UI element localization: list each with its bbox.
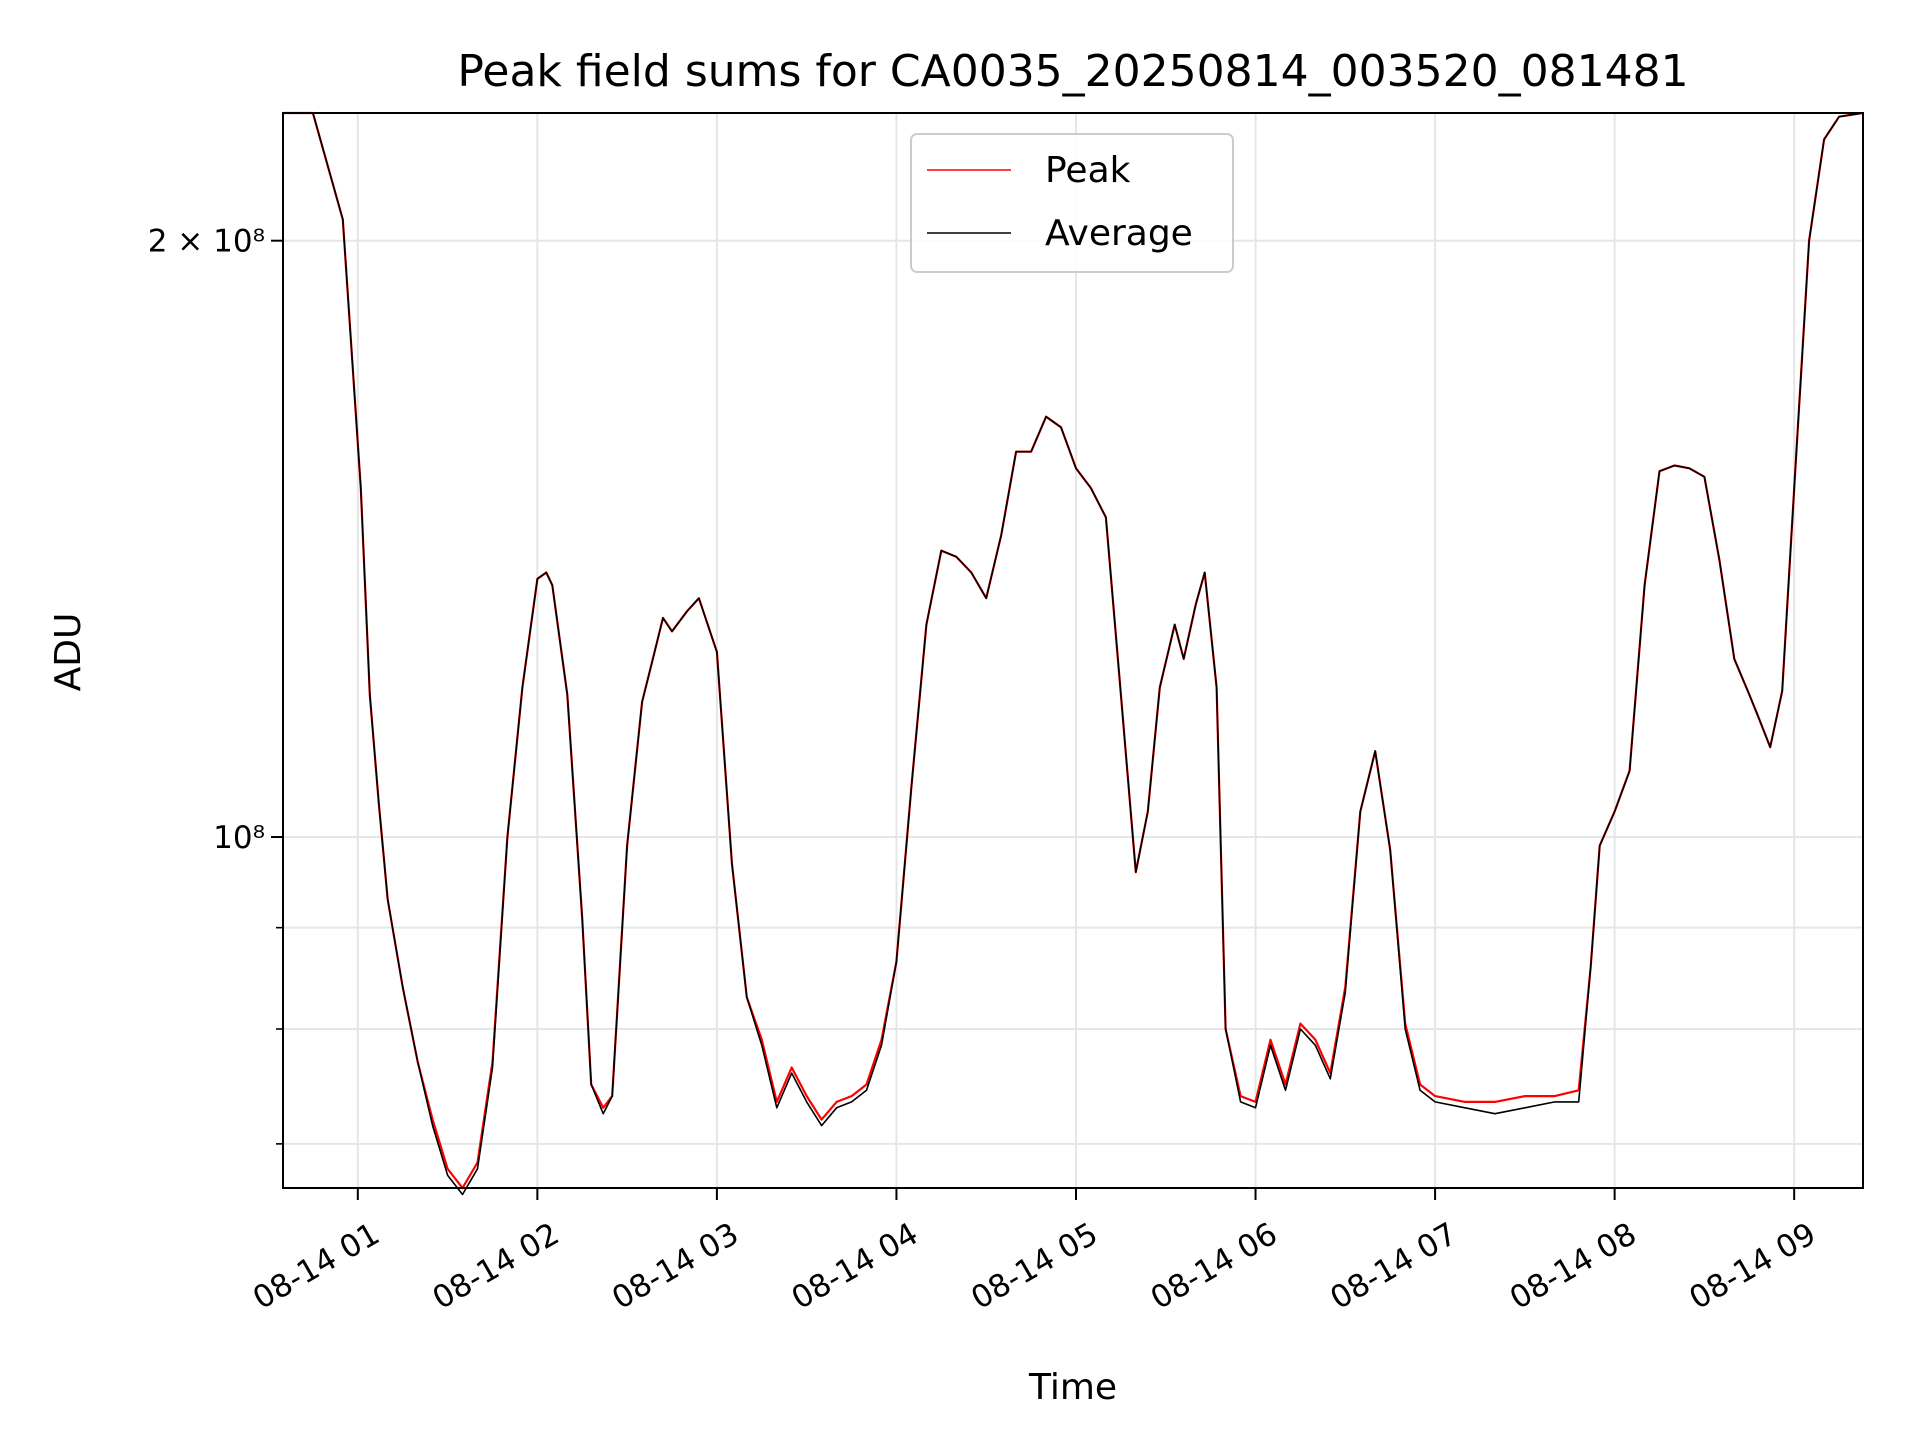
legend-label-average: Average bbox=[1045, 213, 1193, 254]
legend-box bbox=[910, 133, 1234, 273]
legend-label-peak: Peak bbox=[1045, 150, 1131, 191]
y-axis-label: ADU bbox=[48, 613, 89, 692]
y-tick-label: 2 × 10⁸ bbox=[148, 224, 265, 260]
x-axis-label: Time bbox=[1028, 1367, 1117, 1408]
plot-area bbox=[283, 113, 1863, 1188]
y-tick-label: 10⁸ bbox=[213, 820, 265, 856]
y-axis-ticks: 2 × 10⁸ 10⁸ bbox=[148, 224, 283, 1145]
series-layer bbox=[283, 111, 1864, 1196]
series-line-average bbox=[283, 112, 1864, 1196]
chart-title: Peak field sums for CA0035_20250814_0035… bbox=[457, 46, 1688, 97]
plot-frame bbox=[282, 112, 1864, 1189]
legend: Peak Average bbox=[910, 133, 1234, 273]
